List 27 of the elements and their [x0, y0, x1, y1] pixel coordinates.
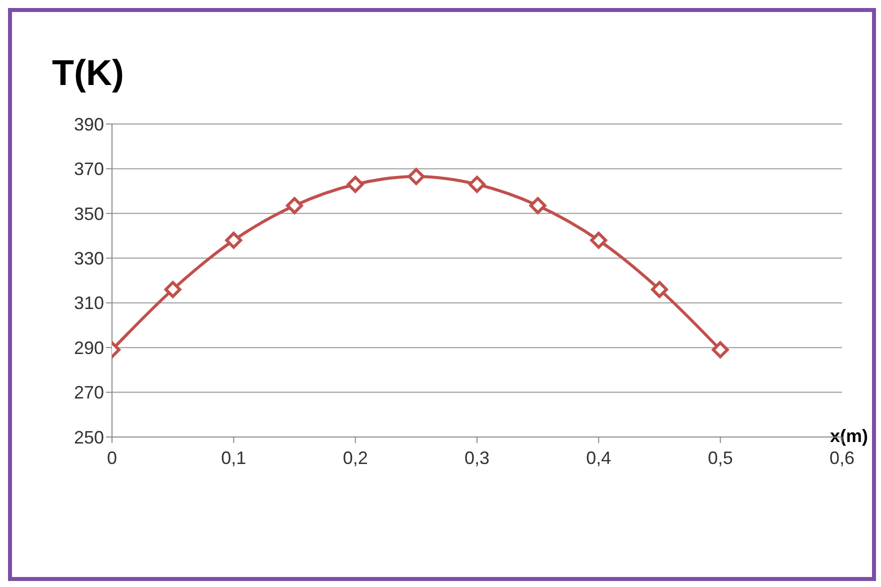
- x-tick-label: 0,2: [342, 448, 368, 468]
- point: [712, 341, 729, 358]
- y-tick-label: 310: [74, 293, 104, 314]
- y-tick-label: 330: [74, 248, 104, 269]
- point: [164, 280, 182, 298]
- x-tick-label: 0,4: [586, 448, 612, 468]
- point: [468, 176, 486, 193]
- y-tick-label: 370: [74, 159, 104, 180]
- x-tick-label: 0,1: [221, 448, 246, 468]
- y-tick-label: 250: [74, 427, 104, 448]
- x-tick-label: 0,6: [829, 448, 855, 468]
- y-tick-label: 290: [74, 338, 104, 358]
- x-tick-label: 0,3: [464, 448, 490, 468]
- point: [529, 197, 546, 214]
- point: [590, 232, 608, 249]
- y-axis-title: T(K): [52, 52, 124, 94]
- point: [346, 176, 364, 193]
- point: [225, 232, 242, 249]
- y-tick-label: 350: [74, 204, 104, 224]
- point: [286, 197, 303, 214]
- y-tick-label: 390: [74, 114, 104, 134]
- y-tick-label: 270: [74, 382, 104, 403]
- point: [408, 168, 425, 186]
- x-axis-title: x(m): [830, 426, 868, 447]
- x-tick-label: 0: [106, 448, 118, 468]
- x-tick-label: 0,5: [708, 448, 733, 468]
- point: [651, 280, 668, 298]
